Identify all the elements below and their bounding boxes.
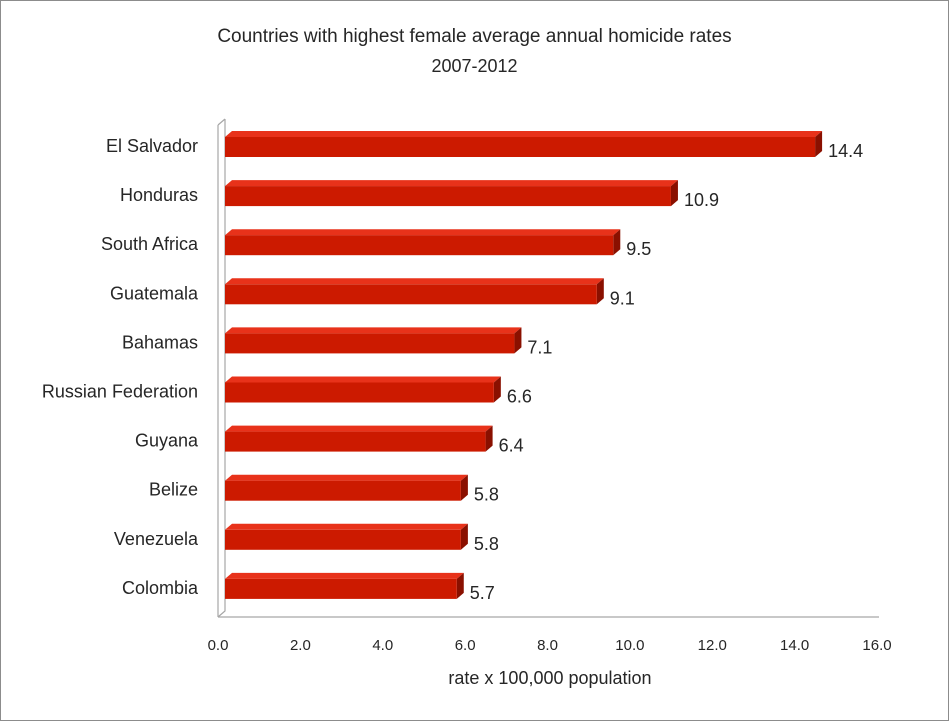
bar-front-face [225,333,515,354]
bar-top-face [225,278,604,285]
bar [225,229,621,256]
bar-front-face [225,284,597,305]
x-tick-label: 2.0 [290,637,311,654]
data-labels: 14.4 10.9 9.5 9.1 7.1 6.6 6.4 5.8 5.8 5.7 [470,141,863,603]
bar [225,474,468,501]
chart-title: Countries with highest female average an… [217,26,732,47]
category-label: Venezuela [114,529,199,549]
bar [225,425,493,452]
bar [225,327,522,354]
data-label: 5.8 [474,534,499,554]
x-tick-label: 16.0 [862,637,891,654]
data-label: 5.7 [470,583,495,603]
x-tick-label: 12.0 [698,637,727,654]
bar [225,376,501,403]
category-label: El Salvador [106,136,198,156]
bar-top-face [225,131,823,137]
data-label: 6.4 [499,436,524,456]
back-wall-line [217,119,226,618]
bar-top-face [225,376,501,383]
bar-end-face [460,523,468,550]
category-label: Belize [149,480,198,500]
bar-top-face [225,180,678,187]
bar-end-face [514,327,522,354]
category-label: Russian Federation [42,382,198,402]
bar-front-face [225,431,486,452]
x-axis-label: rate x 100,000 population [448,668,651,688]
bar-top-face [225,425,493,432]
bar [225,523,468,550]
bar-end-face [613,229,621,256]
category-labels: El Salvador Honduras South Africa Guatemala… [42,136,199,598]
bar-front-face [225,382,494,403]
category-label: Colombia [122,578,199,598]
bar-front-face [225,186,671,207]
data-label: 5.8 [474,485,499,505]
bar-top-face [225,572,464,579]
bar-top-face [225,229,621,236]
bar-top-face [225,327,522,334]
data-label: 10.9 [684,190,719,210]
x-tick-label: 10.0 [615,637,644,654]
bar-end-face [456,572,464,599]
bar-end-face [493,376,501,403]
data-label: 9.5 [626,239,651,259]
data-label: 7.1 [527,337,552,357]
chart-axes [217,118,879,618]
x-tick-label: 0.0 [208,637,229,654]
x-tick-label: 4.0 [372,637,393,654]
category-label: Guyana [135,431,199,451]
x-tick-label: 14.0 [780,637,809,654]
bar-end-face [670,180,678,207]
bar-end-face [485,425,493,452]
category-label: South Africa [101,234,199,254]
x-tick-label: 6.0 [455,637,476,654]
category-label: Guatemala [110,283,199,303]
bar-front-face [225,480,461,501]
category-label: Bahamas [122,332,198,352]
data-label: 14.4 [828,141,863,161]
bar-end-face [815,131,823,157]
bar-top-face [225,474,468,481]
bar [225,180,678,207]
bar-front-face [225,235,614,256]
bar-end-face [460,474,468,501]
bar-front-face [225,529,461,550]
chart-subtitle: 2007-2012 [431,56,518,76]
bar-series [225,131,823,599]
bar [225,572,464,599]
bar-front-face [225,578,457,599]
data-label: 6.6 [507,387,532,407]
x-tick-label: 8.0 [537,637,558,654]
bar-end-face [596,278,604,305]
data-label: 9.1 [610,288,635,308]
bar [225,278,604,305]
category-label: Honduras [120,185,198,205]
bar [225,131,823,157]
bar-front-face [225,137,816,157]
x-tick-labels: 0.0 2.0 4.0 6.0 8.0 10.0 12.0 14.0 16.0 [208,637,892,654]
bar-top-face [225,523,468,530]
side-wall-line [217,118,226,617]
